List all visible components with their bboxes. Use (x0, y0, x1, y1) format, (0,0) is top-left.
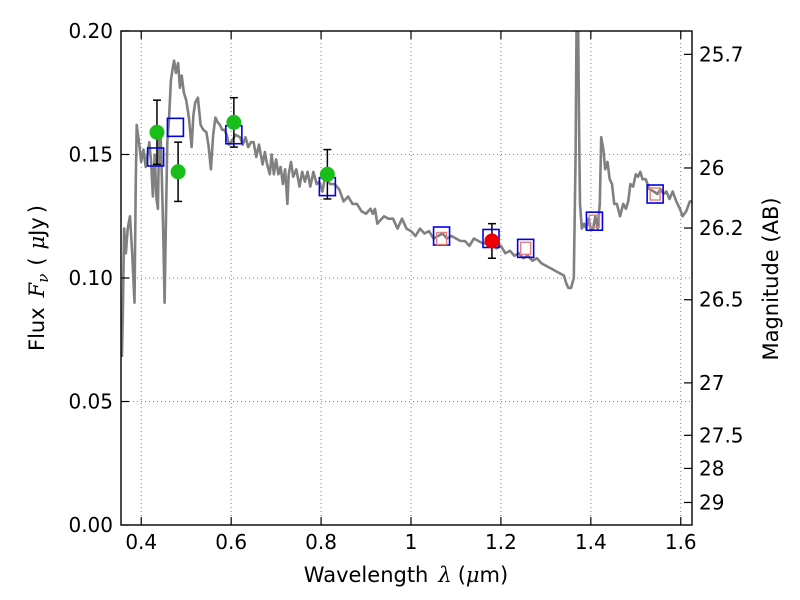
y2-tick-label: 26.5 (699, 288, 744, 312)
synthetic-photometry-square (588, 214, 601, 228)
observed-photometry-point (319, 166, 335, 182)
synthetic-photometry-square (435, 231, 448, 246)
model-photometry-square (646, 184, 664, 204)
x-axis-label: Wavelength λ (μm) (304, 563, 508, 587)
x-tick-label: 1.2 (485, 530, 517, 554)
y2-tick-label: 25.7 (699, 42, 744, 66)
photometry-points (146, 96, 664, 259)
y2-tick-label: 26 (699, 156, 724, 180)
model-photometry-square (166, 117, 185, 138)
y2-tick-label: 29 (699, 490, 724, 514)
x-tick-label: 1.4 (575, 530, 607, 554)
svg-text:FluxFν(μJy): FluxFν(μJy) (25, 205, 52, 351)
y-tick-label: 0.00 (68, 513, 113, 537)
x-tick-label: 0.4 (125, 530, 157, 554)
model-photometry-square (146, 147, 165, 167)
model-spectrum-line (121, 31, 692, 358)
x-tick-label: 1.6 (665, 530, 697, 554)
axis-ticks: 0.4 0.6 0.8 1 1.2 1.4 1.6 0.00 0.05 0.10 0.15 0.20 2… (68, 19, 743, 554)
model-spectrum (121, 31, 692, 358)
plot-frame (120, 30, 693, 526)
model-photometry-square (516, 238, 535, 259)
y2-tick-label: 28 (699, 456, 724, 480)
grid (121, 31, 692, 525)
y-tick-label: 0.05 (68, 390, 113, 414)
synthetic-photometry-square (649, 187, 661, 201)
y2-tick-label: 27 (699, 371, 724, 395)
observed-photometry-point (484, 233, 500, 249)
model-photometry-square (585, 211, 604, 231)
synthetic-photometry-square (519, 241, 532, 256)
svg-text:Magnitude (AB): Magnitude (AB) (759, 197, 783, 360)
x-tick-label: 1 (405, 530, 418, 554)
y-tick-label: 0.20 (68, 19, 113, 43)
observed-photometry-point (170, 164, 186, 180)
y2-axis-label: Magnitude (AB) (759, 197, 783, 360)
y2-tick-label: 27.5 (699, 423, 744, 447)
y-tick-label: 0.15 (68, 143, 113, 167)
x-tick-label: 0.6 (215, 530, 247, 554)
y-axis-label: FluxFν(μJy) (25, 205, 52, 351)
y-tick-label: 0.10 (68, 266, 113, 290)
observed-photometry-point (149, 124, 165, 140)
x-tick-label: 0.8 (305, 530, 337, 554)
observed-photometry-point (226, 114, 242, 130)
y2-tick-label: 26.2 (699, 216, 744, 240)
